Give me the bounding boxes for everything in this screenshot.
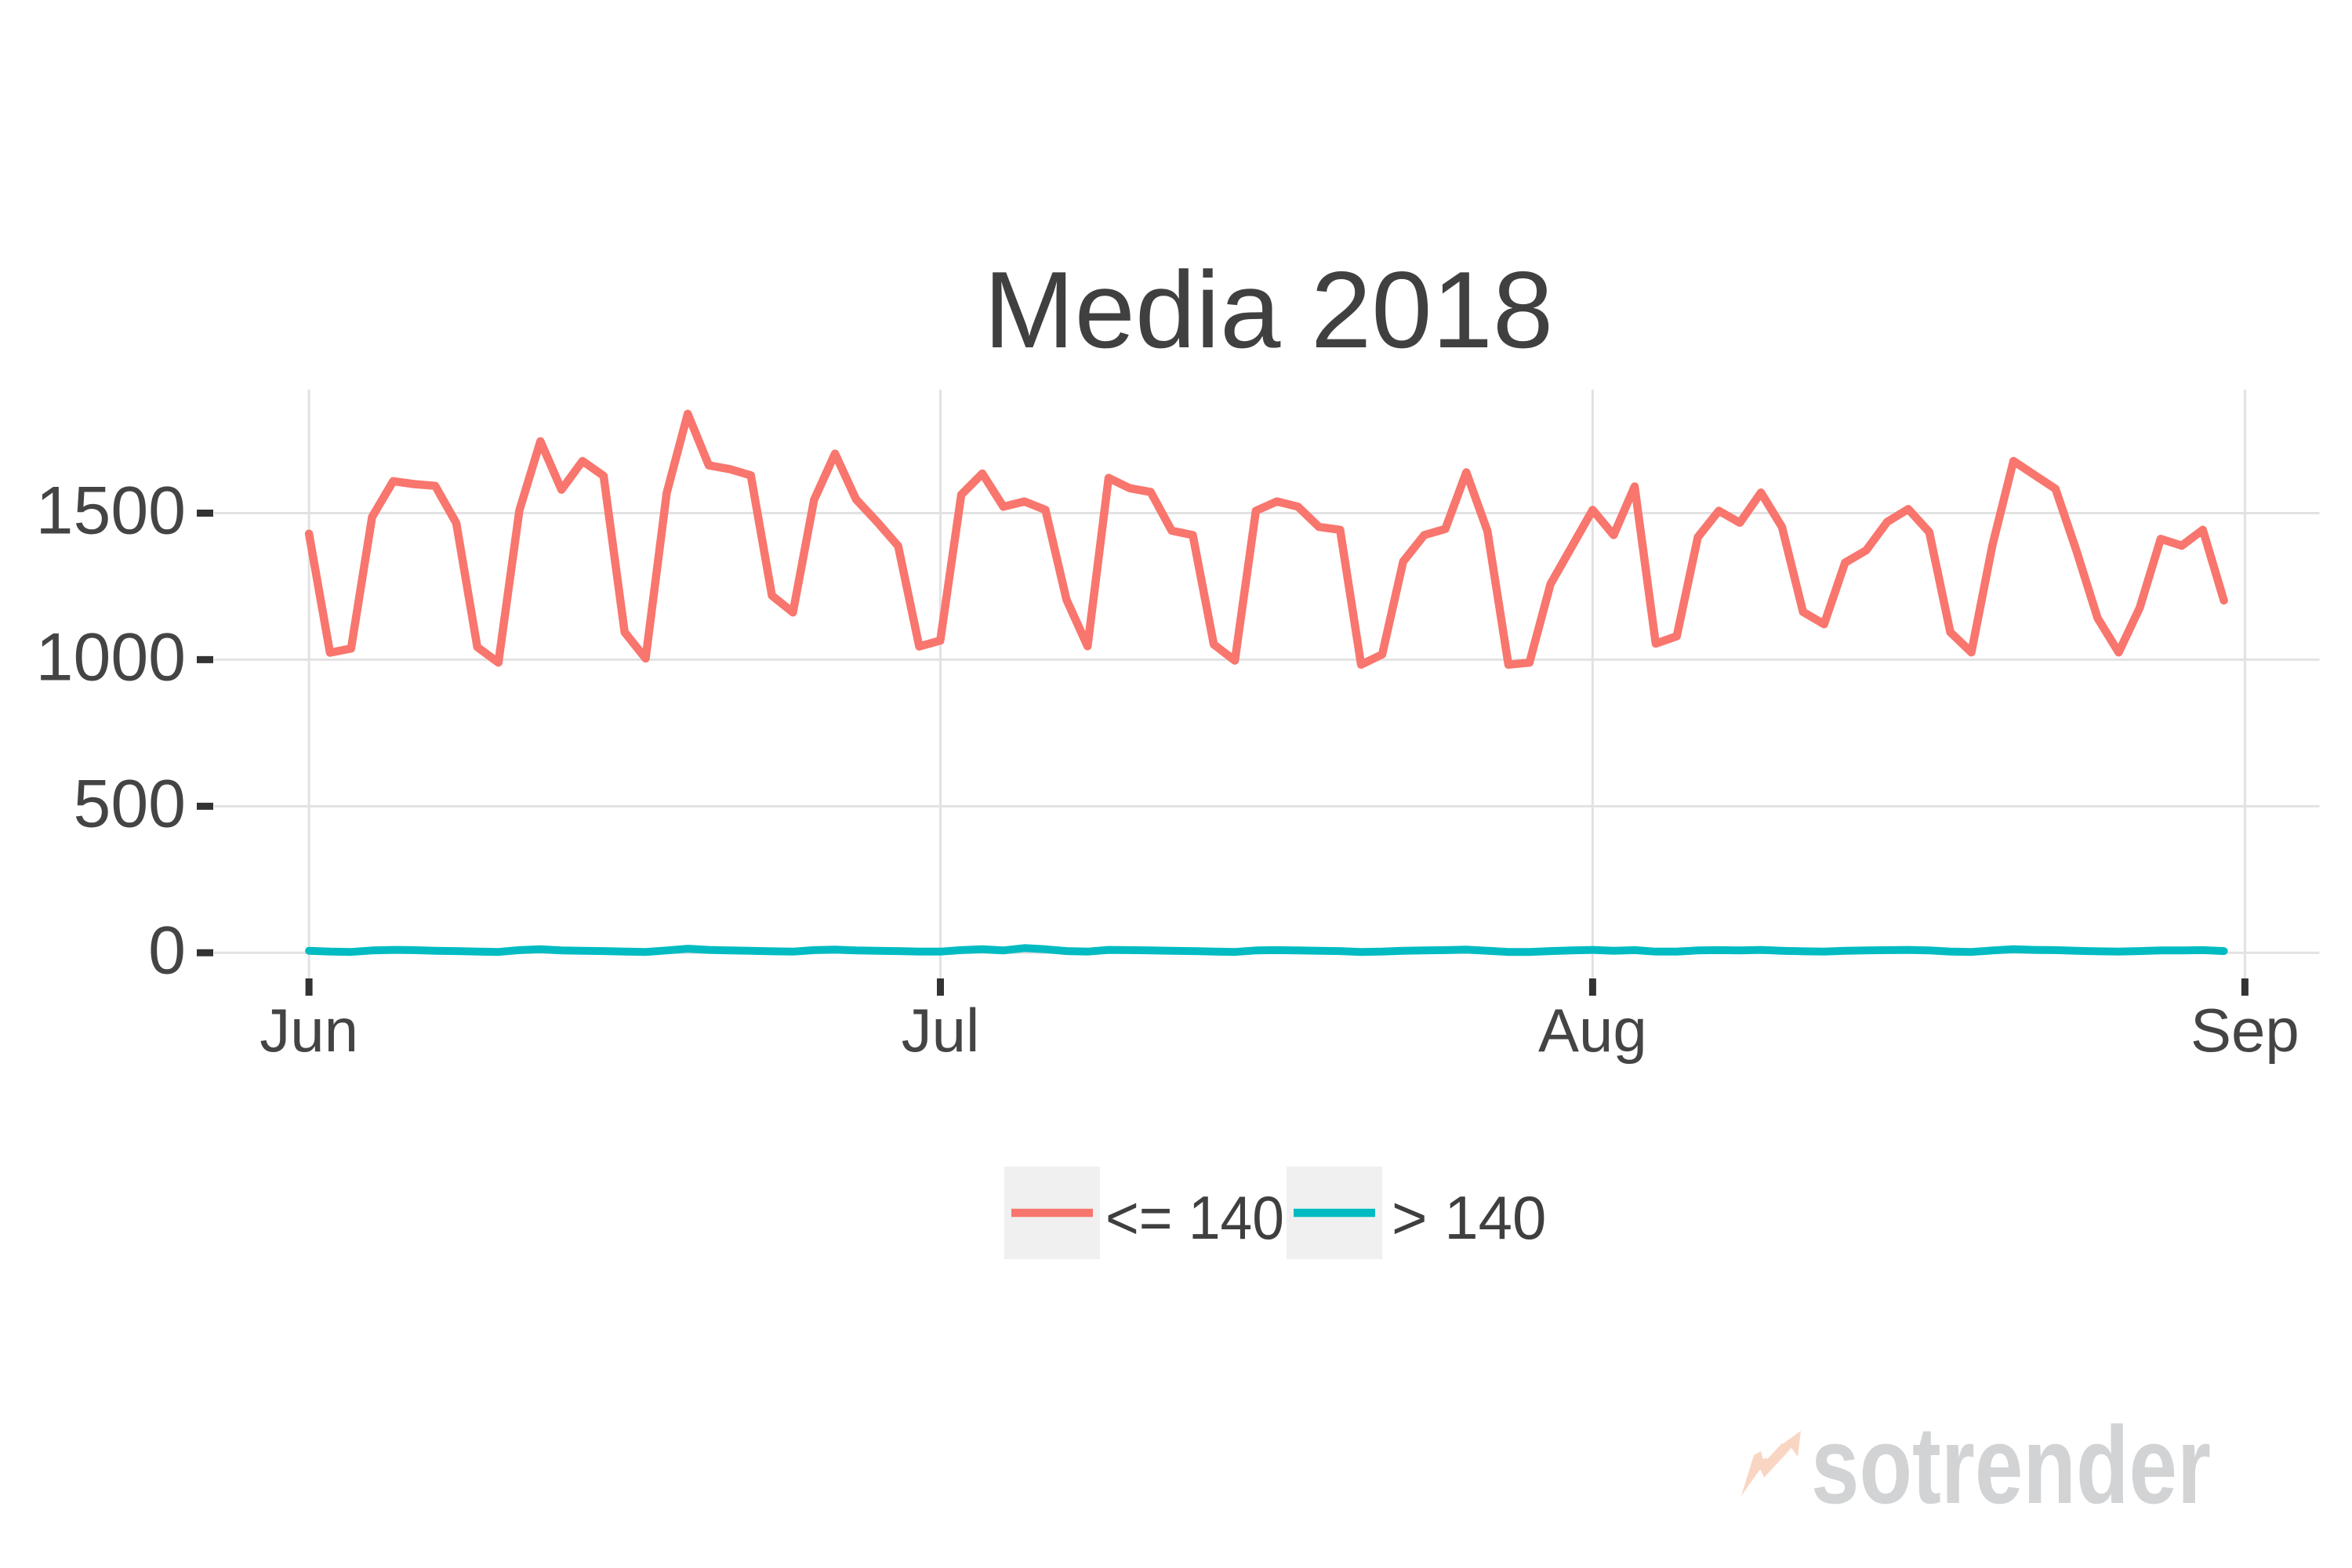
svg-text:1000: 1000: [36, 619, 186, 695]
svg-text:sotrender: sotrender: [1811, 1403, 2211, 1526]
svg-text:Sep: Sep: [2190, 996, 2299, 1065]
svg-text:500: 500: [74, 766, 187, 841]
svg-text:Media 2018: Media 2018: [984, 249, 1553, 371]
svg-text:> 140: > 140: [1392, 1183, 1546, 1252]
svg-text:Aug: Aug: [1538, 996, 1647, 1065]
svg-text:Jun: Jun: [260, 996, 358, 1065]
svg-text:0: 0: [148, 913, 186, 988]
svg-text:<= 140: <= 140: [1105, 1183, 1284, 1252]
svg-text:1500: 1500: [36, 474, 186, 549]
svg-text:Jul: Jul: [902, 996, 980, 1065]
